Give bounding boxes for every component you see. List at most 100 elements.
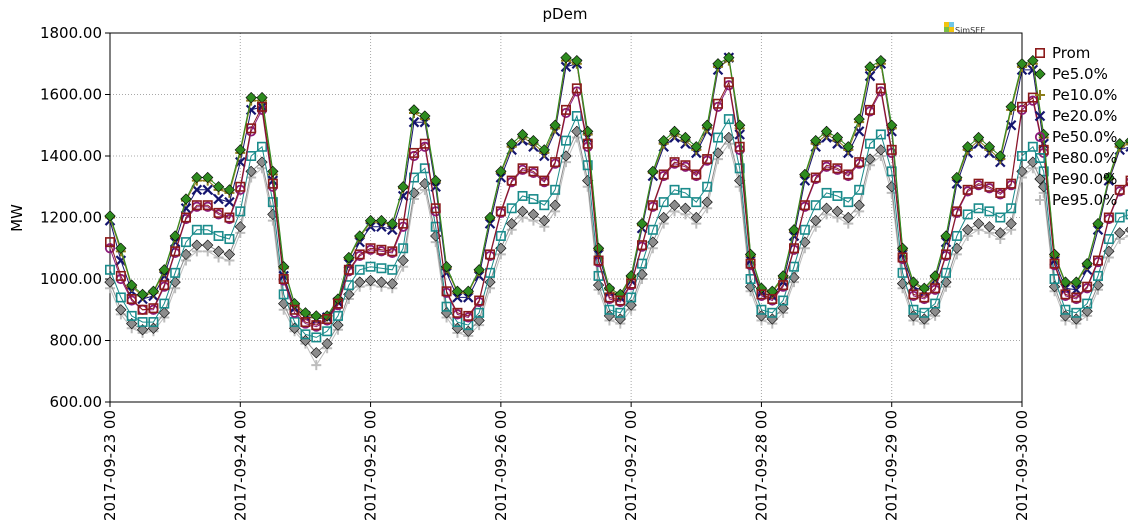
data-point (223, 184, 236, 196)
data-point (202, 239, 214, 251)
data-point (810, 214, 822, 227)
data-point (169, 230, 181, 242)
data-point (679, 202, 692, 214)
data-point (1016, 101, 1027, 112)
x-tick-label: 2017-09-29 00 (883, 410, 901, 521)
data-point (126, 279, 138, 291)
data-point (820, 125, 833, 138)
data-point (223, 248, 236, 261)
data-point (940, 230, 952, 242)
data-point (1114, 184, 1125, 195)
data-point (647, 200, 658, 211)
data-point (311, 360, 322, 371)
data-point (1114, 227, 1126, 239)
data-point (1081, 305, 1093, 317)
legend-item: Pe10.0% (1035, 86, 1117, 104)
data-point (831, 205, 844, 217)
data-point (995, 187, 1006, 198)
data-point (767, 307, 778, 318)
data-point (680, 160, 691, 171)
x-tick-label: 2017-09-28 00 (752, 410, 770, 521)
data-point (636, 240, 647, 251)
data-point (1048, 281, 1061, 293)
data-point (919, 307, 930, 318)
data-point (213, 230, 224, 241)
data-point (788, 224, 800, 236)
data-point (202, 200, 213, 211)
data-point (398, 243, 409, 254)
legend-item: Pe80.0% (1035, 149, 1117, 167)
data-point (668, 199, 681, 211)
data-point (332, 310, 343, 321)
data-point (115, 242, 127, 254)
x-tick-label: 2017-09-26 00 (492, 410, 510, 521)
data-point (191, 239, 203, 251)
data-point (712, 98, 723, 109)
data-point (571, 55, 583, 67)
data-point (343, 264, 354, 275)
data-point (951, 206, 962, 217)
data-point (1038, 166, 1049, 177)
data-point (962, 209, 973, 220)
data-point (484, 249, 495, 260)
data-point (136, 324, 149, 336)
data-point (995, 212, 1006, 223)
legend-label: Pe5.0% (1052, 65, 1108, 83)
data-point (723, 77, 734, 88)
data-point (647, 165, 659, 177)
data-point (506, 203, 517, 214)
y-tick-label: 1400.00 (40, 147, 102, 165)
series-line (109, 83, 1128, 328)
legend-marker (1034, 110, 1046, 122)
data-point (473, 264, 485, 276)
data-point (1016, 151, 1027, 162)
data-point (170, 246, 181, 257)
data-point (169, 276, 181, 288)
data-point (821, 187, 832, 198)
data-point (1081, 258, 1093, 270)
data-point (658, 169, 669, 180)
y-tick-label: 1200.00 (40, 209, 102, 227)
data-point (636, 258, 647, 269)
legend-item: Pe20.0% (1034, 107, 1117, 125)
x-tick-label: 2017-09-23 00 (101, 410, 119, 521)
data-point (560, 135, 571, 146)
data-point (734, 163, 745, 174)
data-point (647, 224, 658, 235)
data-point (311, 320, 322, 331)
data-point (919, 292, 930, 303)
data-point (983, 221, 996, 233)
data-point (1071, 292, 1082, 303)
data-point (756, 304, 767, 315)
data-point (668, 125, 681, 138)
data-point (180, 193, 192, 205)
data-point (202, 184, 213, 196)
data-point (364, 214, 377, 227)
data-point (658, 197, 669, 208)
data-point (810, 172, 821, 183)
data-point (441, 301, 452, 312)
data-point (788, 243, 799, 254)
legend: Prom Pe5.0% Pe10.0% Pe20.0% Pe50.0% Pe80.0% Pe… (1034, 44, 1117, 209)
data-point (538, 214, 550, 227)
data-point (691, 197, 702, 208)
data-point (614, 288, 626, 300)
data-point (723, 51, 735, 64)
data-point (1027, 92, 1038, 103)
data-point (408, 116, 420, 128)
data-point (136, 288, 149, 300)
data-point (1093, 270, 1104, 281)
data-point (256, 141, 267, 152)
data-point (854, 184, 865, 195)
data-point (332, 298, 343, 309)
data-point (604, 292, 615, 303)
legend-label: Pe95.0% (1052, 191, 1117, 209)
data-point (517, 163, 528, 174)
data-point (1060, 304, 1071, 315)
data-point (930, 283, 941, 294)
data-point (1060, 289, 1071, 300)
data-point (832, 163, 843, 174)
y-tick-label: 1800.00 (40, 24, 102, 42)
data-point (104, 243, 116, 254)
legend-item: Pe50.0% (1034, 128, 1117, 146)
